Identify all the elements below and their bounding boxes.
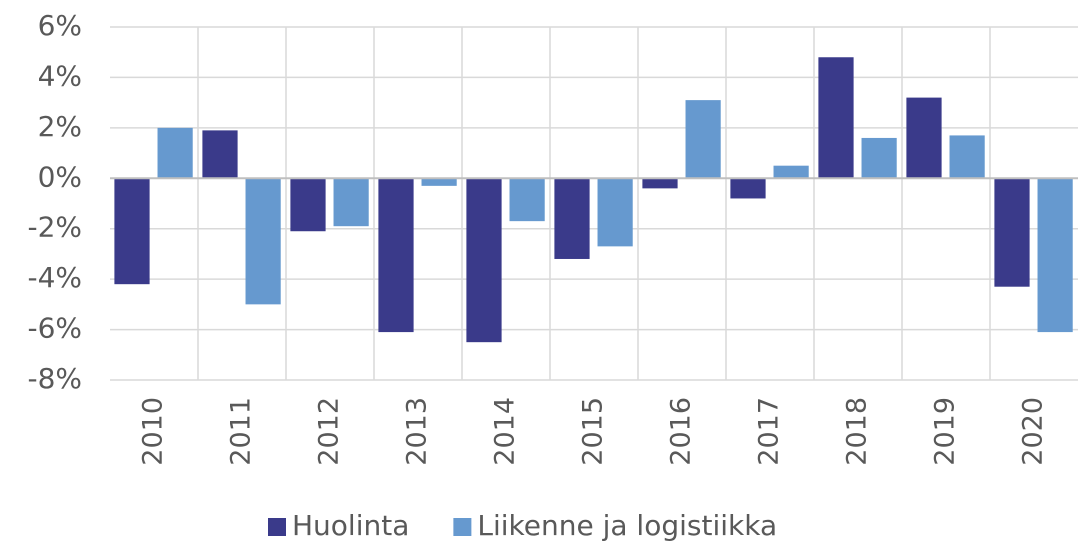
y-tick-label: 4%	[38, 59, 82, 92]
y-tick-label: 2%	[38, 110, 82, 143]
x-tick-label: 2011	[226, 397, 257, 466]
bar	[818, 57, 854, 179]
bar	[1037, 178, 1073, 333]
bar	[773, 165, 809, 179]
y-tick-label: 6%	[38, 9, 82, 42]
bar	[597, 178, 633, 247]
bar	[642, 178, 678, 189]
bar	[994, 178, 1030, 287]
bar	[114, 178, 150, 285]
bar	[157, 127, 193, 179]
x-tick-label: 2012	[314, 397, 345, 466]
bar	[509, 178, 545, 222]
x-tick-label: 2013	[402, 397, 433, 466]
bar	[685, 100, 721, 179]
bar	[949, 135, 985, 179]
y-tick-label: -6%	[27, 312, 82, 345]
x-tick-label: 2020	[1018, 397, 1049, 466]
y-tick-label: -4%	[27, 261, 82, 294]
bar	[861, 137, 897, 179]
x-tick-label: 2018	[842, 397, 873, 466]
bar	[202, 130, 238, 179]
x-tick-label: 2016	[666, 397, 697, 466]
x-tick-label: 2019	[930, 397, 961, 466]
bar	[906, 97, 942, 179]
legend-label: Liikenne ja logistiikka	[477, 509, 777, 542]
x-tick-label: 2010	[138, 397, 169, 466]
x-tick-label: 2015	[578, 397, 609, 466]
bar	[421, 178, 457, 186]
y-tick-label: -2%	[27, 211, 82, 244]
bar	[333, 178, 369, 227]
y-tick-label: 0%	[38, 160, 82, 193]
bar	[730, 178, 766, 199]
x-tick-label: 2014	[490, 397, 521, 466]
bar	[245, 178, 281, 305]
legend-label: Huolinta	[292, 509, 409, 542]
bar	[554, 178, 590, 259]
legend-swatch	[453, 518, 472, 536]
y-tick-label: -8%	[27, 362, 82, 395]
bar	[378, 178, 414, 333]
bar	[466, 178, 502, 343]
legend: Huolinta Liikenne ja logistiikka	[268, 509, 777, 542]
legend-swatch	[268, 518, 286, 536]
bar	[290, 178, 326, 232]
x-tick-label: 2017	[754, 397, 785, 466]
